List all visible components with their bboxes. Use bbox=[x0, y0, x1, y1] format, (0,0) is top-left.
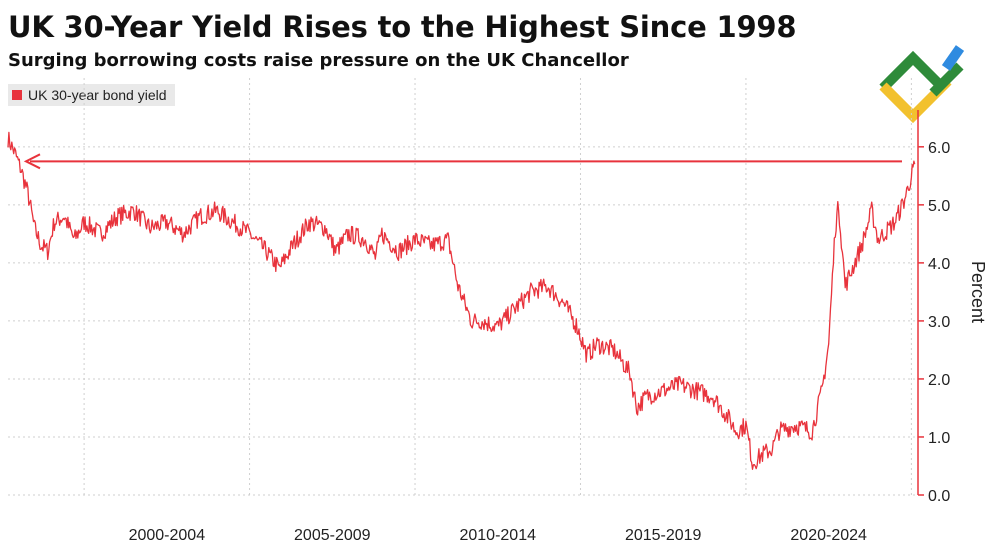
legend-label: UK 30-year bond yield bbox=[28, 87, 167, 103]
x-tick-label: 2015-2019 bbox=[625, 527, 702, 544]
gridlines bbox=[8, 78, 918, 496]
y-tick-label: 1.0 bbox=[928, 430, 950, 447]
brand-logo-icon bbox=[879, 45, 965, 124]
y-tick-label: 2.0 bbox=[928, 372, 950, 389]
chart-subtitle: Surging borrowing costs raise pressure o… bbox=[8, 50, 629, 71]
y-axis-label: Percent bbox=[968, 261, 988, 323]
chart-title: UK 30-Year Yield Rises to the Highest Si… bbox=[8, 10, 797, 44]
y-axis bbox=[917, 110, 924, 496]
x-tick-label: 2005-2009 bbox=[294, 527, 371, 544]
reference-line bbox=[23, 153, 902, 170]
legend: UK 30-year bond yield bbox=[8, 84, 175, 106]
logo-green-chevron bbox=[879, 50, 947, 92]
x-tick-label: 2020-2024 bbox=[790, 527, 867, 544]
series-line-uk-30-year-yield bbox=[7, 131, 916, 470]
y-tick-label: 3.0 bbox=[928, 314, 950, 331]
y-tick-label: 6.0 bbox=[928, 140, 950, 157]
reference-arrowhead bbox=[23, 153, 41, 170]
series-group bbox=[7, 131, 916, 470]
y-tick-label: 5.0 bbox=[928, 198, 950, 215]
logo-blue-bar bbox=[941, 45, 965, 71]
x-tick-label: 2000-2004 bbox=[129, 527, 206, 544]
x-tick-labels: 2000-2004 2005-2009 2010-2014 2015-2019 2020… bbox=[129, 527, 867, 544]
logo-green-bar bbox=[929, 62, 964, 97]
y-tick-label: 4.0 bbox=[928, 256, 950, 273]
y-tick-label: 0.0 bbox=[928, 488, 950, 505]
legend-swatch bbox=[12, 90, 22, 100]
x-tick-label: 2010-2014 bbox=[459, 527, 536, 544]
y-tick-labels: 0.0 1.0 2.0 3.0 4.0 5.0 6.0 bbox=[928, 140, 950, 505]
